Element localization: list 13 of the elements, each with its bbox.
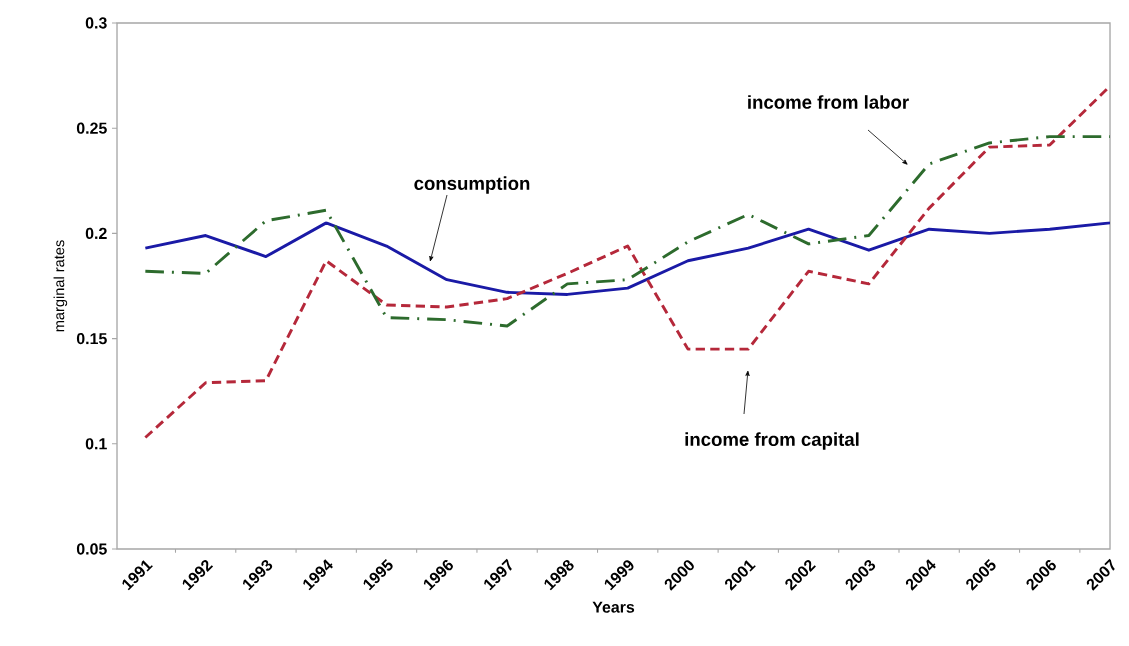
annotation: income from labor bbox=[748, 95, 909, 109]
x-axis-title: Years bbox=[592, 601, 635, 613]
annotation: consumption bbox=[414, 176, 530, 194]
line-series bbox=[143, 135, 1111, 328]
annotation: income from capital bbox=[685, 432, 859, 450]
y-tick-label: 0.25 bbox=[76, 122, 107, 134]
line-series bbox=[143, 221, 1111, 296]
y-tick-label: 0.3 bbox=[85, 17, 107, 29]
y-tick-label: 0.05 bbox=[76, 543, 107, 555]
y-tick-label: 0.2 bbox=[85, 227, 107, 240]
y-axis-title: marginal rates bbox=[53, 240, 68, 332]
y-tick-label: 0.1 bbox=[85, 438, 107, 450]
y-tick-label: 0.15 bbox=[76, 332, 107, 345]
